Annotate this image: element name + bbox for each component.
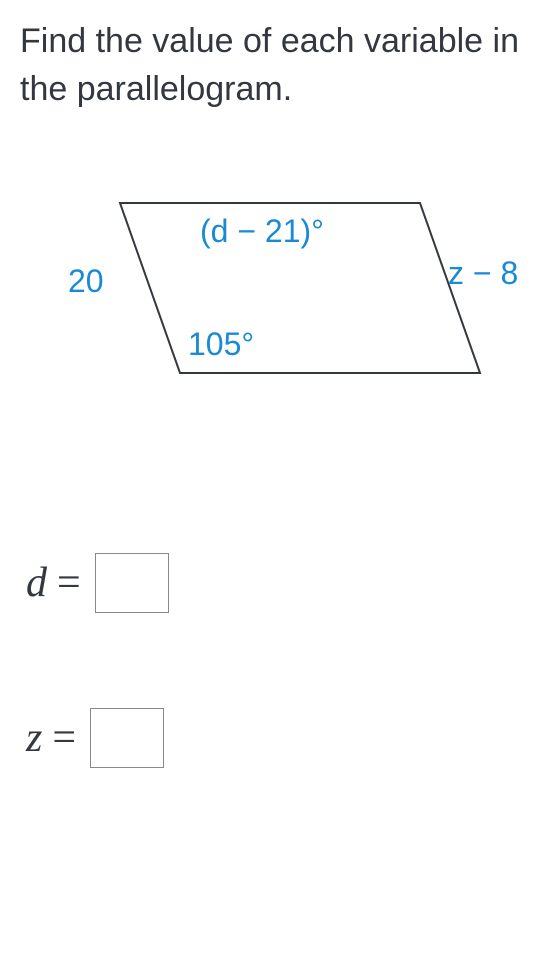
equals-sign: = bbox=[57, 559, 81, 607]
question-prompt: Find the value of each variable in the p… bbox=[20, 18, 534, 113]
parallelogram-figure: (d − 21)° 20 z − 8 105° bbox=[20, 183, 540, 413]
variable-z: z bbox=[26, 714, 42, 762]
equation-d: d = bbox=[26, 553, 534, 613]
answer-input-d[interactable] bbox=[95, 553, 169, 613]
top-angle-label: (d − 21)° bbox=[200, 213, 324, 250]
bottom-angle-label: 105° bbox=[188, 326, 254, 363]
left-side-label: 20 bbox=[68, 263, 104, 300]
equation-z: z = bbox=[26, 708, 534, 768]
variable-d: d bbox=[26, 559, 47, 607]
right-side-label: z − 8 bbox=[448, 255, 518, 292]
equals-sign: = bbox=[52, 714, 76, 762]
answer-input-z[interactable] bbox=[90, 708, 164, 768]
